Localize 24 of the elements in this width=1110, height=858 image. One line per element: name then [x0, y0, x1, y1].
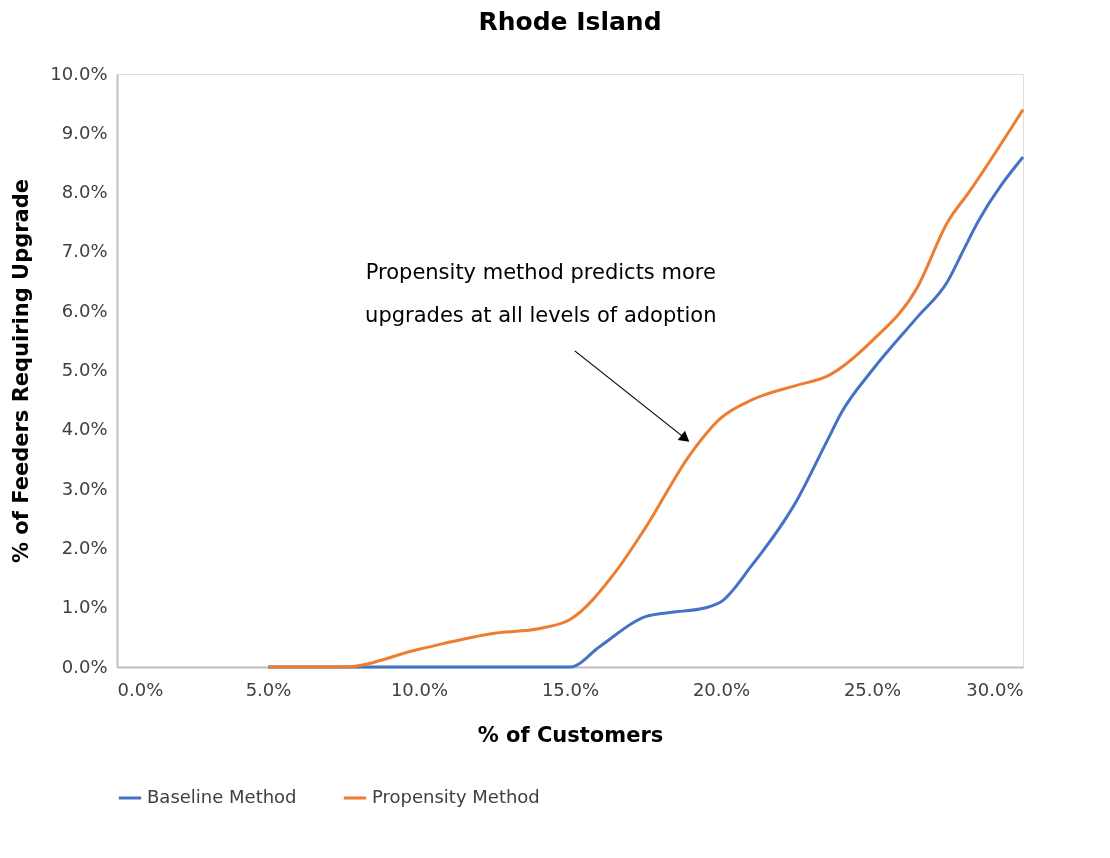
y-tick-label: 10.0% — [50, 62, 108, 84]
x-tick-label: 25.0% — [843, 678, 902, 700]
legend-label: Propensity Method — [372, 786, 540, 807]
y-tick-label: 0.0% — [61, 655, 108, 677]
annotation: Propensity method predicts more upgrades at all levels of adoption — [365, 259, 717, 327]
y-tick-label: 2.0% — [61, 536, 108, 558]
x-tick-label: 10.0% — [390, 678, 449, 700]
y-tick-label: 3.0% — [61, 477, 108, 499]
x-tick-label: 15.0% — [541, 678, 600, 700]
x-tick-label: 0.0% — [117, 678, 164, 700]
y-tick-label: 6.0% — [61, 299, 108, 321]
y-tick-label: 5.0% — [61, 359, 108, 380]
chart-title: Rhode Island — [478, 7, 662, 36]
y-tick-label: 9.0% — [61, 121, 108, 143]
x-tick-label: 20.0% — [692, 678, 751, 700]
y-tick-label: 1.0% — [61, 596, 108, 618]
x-tick-label: 5.0% — [245, 678, 292, 700]
y-tick-label: 7.0% — [61, 240, 108, 262]
x-axis-title: % of Customers — [477, 722, 664, 747]
x-tick-label: 30.0% — [966, 678, 1024, 700]
y-axis-title: % of Feeders Requiring Upgrade — [9, 178, 34, 564]
legend-label: Baseline Method — [147, 786, 297, 807]
y-tick-label: 8.0% — [61, 181, 108, 203]
y-tick-label: 4.0% — [61, 418, 108, 440]
